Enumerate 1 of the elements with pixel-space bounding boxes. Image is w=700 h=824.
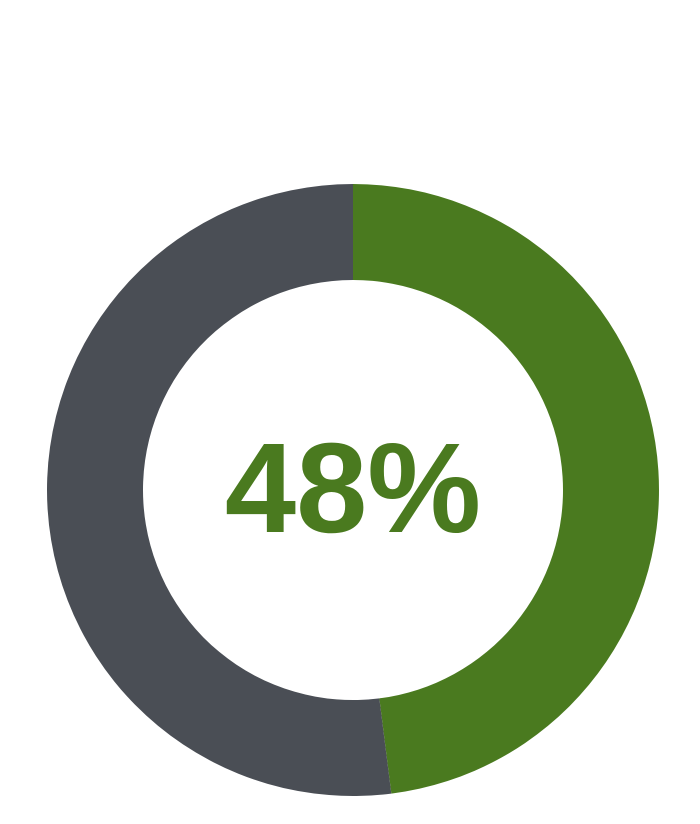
data-label: 48%: [224, 417, 482, 560]
